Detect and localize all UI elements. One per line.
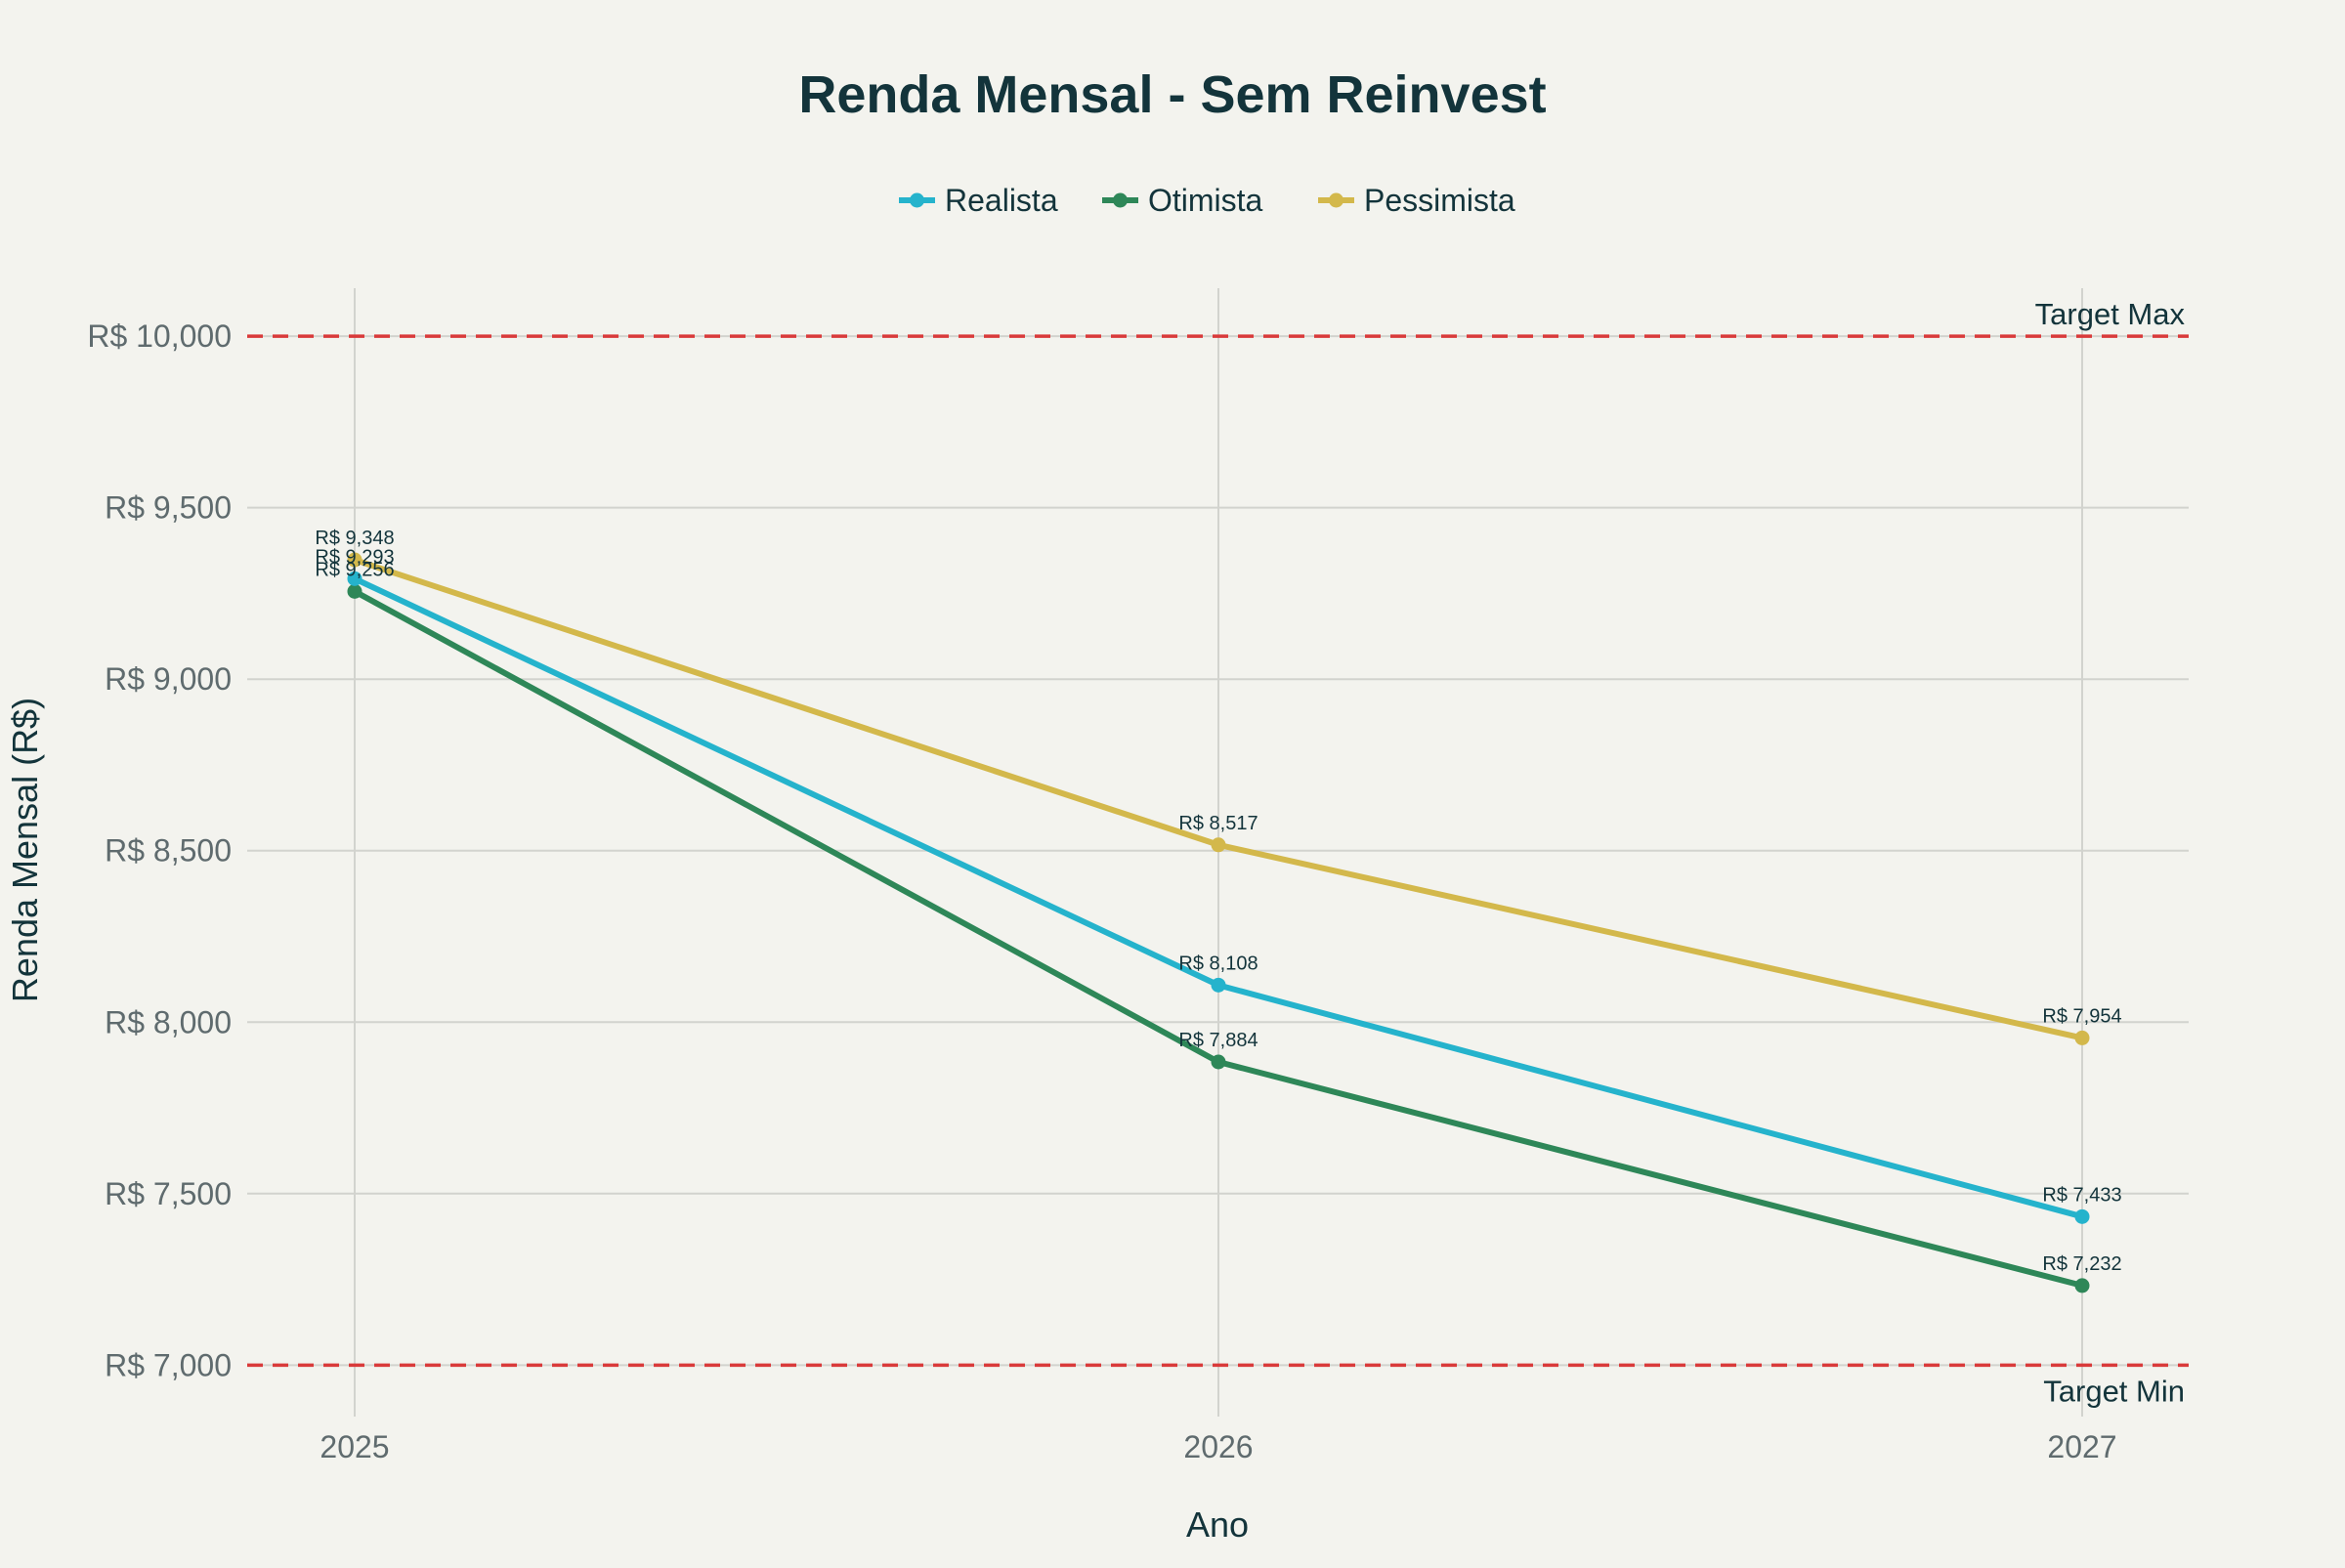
data-labels: R$ 9,293 R$ 8,108 R$ 7,433 R$ 9,256 R$ 7,884… bbox=[315, 528, 2121, 1275]
data-point bbox=[347, 571, 362, 586]
reference-line-label: Target Max bbox=[2035, 297, 2186, 331]
legend-swatch-marker bbox=[910, 192, 924, 208]
y-tick-label: R$ 9,500 bbox=[105, 490, 232, 526]
grid bbox=[247, 288, 2189, 1417]
legend-label: Pessimista bbox=[1364, 183, 1515, 218]
y-tick-label: R$ 7,500 bbox=[105, 1176, 232, 1211]
x-axis-title: Ano bbox=[1186, 1504, 1249, 1545]
data-label: R$ 7,954 bbox=[2042, 1005, 2121, 1027]
data-point bbox=[2074, 1278, 2090, 1293]
x-tick-label: 2027 bbox=[2047, 1429, 2116, 1464]
data-point bbox=[2074, 1208, 2090, 1224]
tick-labels: R$ 7,000 R$ 7,500 R$ 8,000 R$ 8,500 R$ 9,000… bbox=[87, 318, 2116, 1464]
legend-label: Otimista bbox=[1148, 183, 1263, 218]
data-point bbox=[2074, 1030, 2090, 1045]
x-tick-label: 2026 bbox=[1183, 1429, 1253, 1464]
data-label: R$ 7,433 bbox=[2042, 1184, 2121, 1206]
y-tick-label: R$ 8,500 bbox=[105, 833, 232, 869]
y-tick-label: R$ 10,000 bbox=[87, 318, 232, 354]
data-label: R$ 9,348 bbox=[315, 528, 394, 549]
reference-line-label: Target Min bbox=[2043, 1374, 2185, 1408]
data-point bbox=[347, 583, 362, 599]
data-label: R$ 9,256 bbox=[315, 559, 394, 580]
legend: Realista Otimista Pessimista bbox=[899, 183, 1515, 218]
y-tick-label: R$ 9,000 bbox=[105, 661, 232, 697]
data-point bbox=[1211, 837, 1226, 853]
data-point bbox=[347, 552, 362, 568]
data-label: R$ 8,517 bbox=[1178, 813, 1258, 834]
data-label: R$ 8,108 bbox=[1178, 953, 1258, 974]
y-axis-title: Renda Mensal (R$) bbox=[5, 698, 45, 1002]
x-tick-label: 2025 bbox=[320, 1429, 389, 1464]
y-tick-label: R$ 7,000 bbox=[105, 1347, 232, 1382]
series-layer bbox=[347, 552, 2090, 1293]
data-label: R$ 9,293 bbox=[315, 546, 394, 568]
y-tick-label: R$ 8,000 bbox=[105, 1004, 232, 1039]
legend-swatch-marker bbox=[1113, 192, 1128, 208]
data-label: R$ 7,232 bbox=[2042, 1253, 2121, 1275]
data-point bbox=[1211, 977, 1226, 993]
reference-lines: Target Max Target Min bbox=[247, 297, 2189, 1408]
data-label: R$ 7,884 bbox=[1178, 1030, 1258, 1051]
chart-title: Renda Mensal - Sem Reinvest bbox=[798, 65, 1546, 124]
data-point bbox=[1211, 1054, 1226, 1070]
legend-swatch-marker bbox=[1329, 192, 1343, 208]
legend-label: Realista bbox=[945, 183, 1058, 218]
